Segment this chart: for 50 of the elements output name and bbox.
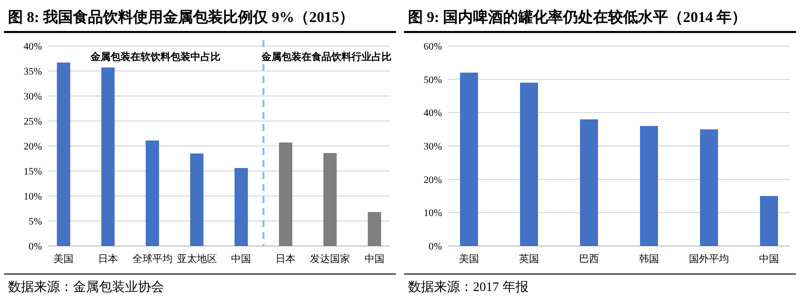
bar — [460, 72, 478, 246]
bar — [101, 68, 115, 246]
y-tick-label: 30% — [424, 142, 442, 152]
x-tick-label: 亚太地区 — [176, 253, 217, 265]
x-tick-label: 中国 — [231, 253, 252, 265]
x-tick-label: 中国 — [759, 253, 779, 265]
y-tick-label: 35% — [24, 66, 42, 78]
bar — [520, 82, 538, 246]
x-tick-label: 发达国家 — [310, 253, 350, 265]
x-tick-label: 国外平均 — [689, 253, 729, 265]
y-tick-label: 10% — [24, 192, 42, 202]
x-tick-label: 英国 — [519, 253, 539, 265]
y-tick-label: 0% — [428, 242, 442, 252]
y-tick-label: 15% — [24, 166, 42, 178]
y-tick-label: 20% — [24, 142, 42, 152]
y-tick-label: 30% — [24, 92, 42, 102]
bar — [56, 62, 70, 246]
x-tick-label: 全球平均 — [132, 253, 172, 265]
bar — [700, 129, 718, 246]
annotation: 金属包装在软饮料包装中占比 — [90, 51, 221, 63]
y-tick-label: 50% — [424, 74, 442, 86]
y-tick-label: 40% — [24, 42, 42, 52]
x-tick-label: 日本 — [98, 253, 118, 265]
y-tick-label: 25% — [24, 116, 42, 128]
y-tick-label: 10% — [424, 208, 442, 220]
bar — [190, 154, 204, 246]
source-note: 数据来源：2017 年报 — [408, 279, 528, 294]
x-tick-label: 美国 — [459, 253, 479, 265]
bar — [640, 126, 658, 246]
bar — [234, 168, 248, 246]
chart-title: 图 9: 国内啤酒的罐化率仍处在较低水平（2014 年） — [408, 8, 747, 26]
bar — [368, 212, 382, 246]
x-tick-label: 韩国 — [639, 253, 659, 265]
bar — [323, 153, 337, 246]
source-note: 数据来源：金属包装业协会 — [8, 279, 164, 294]
annotation: 金属包装在食品饮料行业占比 — [260, 51, 392, 63]
bar — [278, 142, 292, 246]
y-tick-label: 5% — [28, 216, 42, 228]
bar — [146, 140, 160, 246]
y-tick-label: 40% — [424, 108, 442, 120]
x-tick-label: 日本 — [276, 253, 296, 265]
chart-title: 图 8: 我国食品饮料使用金属包装比例仅 9%（2015） — [8, 9, 354, 26]
y-tick-label: 60% — [424, 42, 442, 52]
bar — [580, 119, 598, 246]
x-tick-label: 中国 — [364, 253, 384, 265]
bar — [760, 196, 778, 246]
y-tick-label: 0% — [28, 242, 42, 252]
x-tick-label: 巴西 — [579, 254, 599, 265]
x-tick-label: 美国 — [54, 253, 74, 265]
y-tick-label: 20% — [424, 174, 442, 186]
